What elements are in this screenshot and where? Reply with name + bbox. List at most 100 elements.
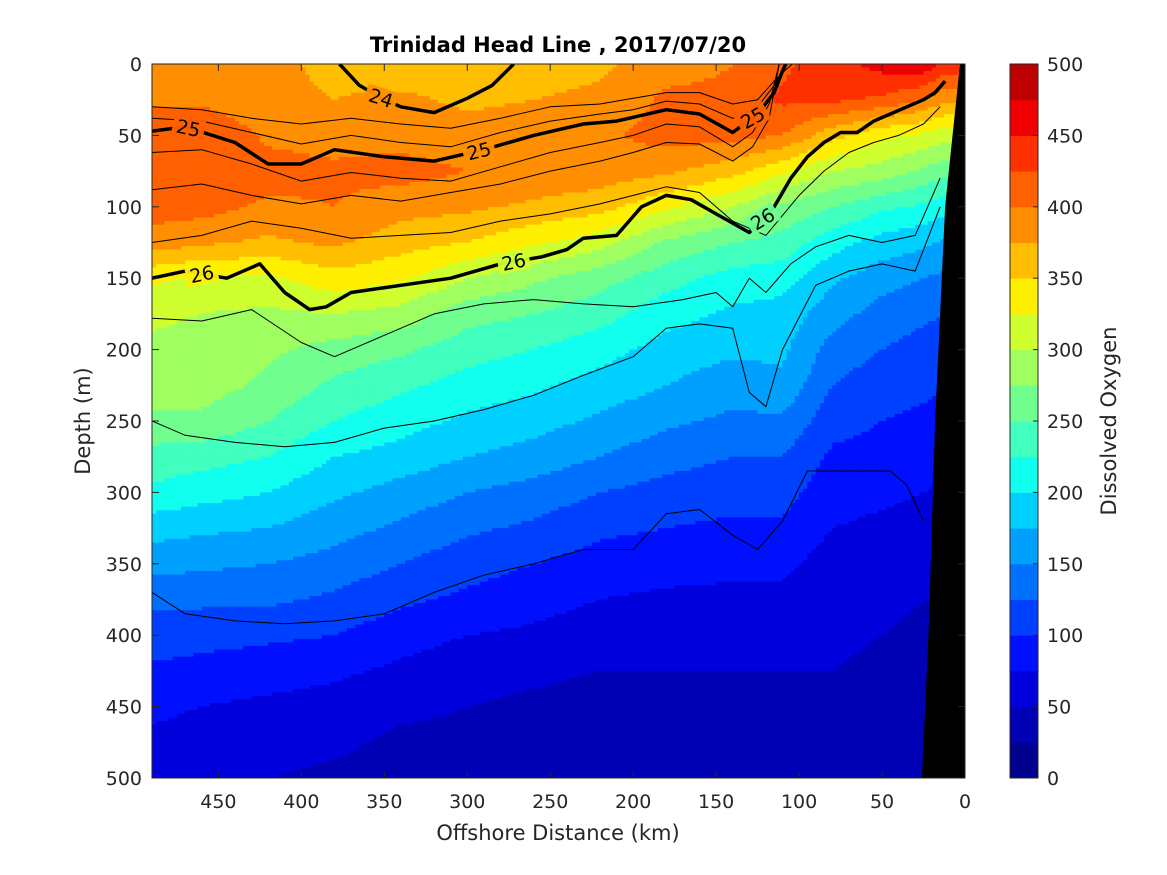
heatmap-cell [173, 400, 178, 404]
heatmap-cell [193, 143, 198, 147]
heatmap-cell [152, 385, 157, 389]
heatmap-cell [152, 771, 157, 775]
heatmap-cell [202, 246, 207, 250]
heatmap-cell [189, 300, 194, 304]
heatmap-cell [160, 146, 165, 150]
heatmap-cell [156, 517, 161, 521]
heatmap-cell [156, 603, 161, 607]
heatmap-cell [181, 353, 186, 357]
heatmap-cell [156, 303, 161, 307]
heatmap-cell [177, 753, 182, 757]
heatmap-cell [185, 100, 190, 104]
heatmap-cell [181, 678, 186, 682]
heatmap-cell [152, 375, 157, 379]
heatmap-cell [169, 585, 174, 589]
heatmap-cell [198, 728, 203, 732]
heatmap-cell [173, 482, 178, 486]
heatmap-cell [173, 621, 178, 625]
heatmap-cell [152, 732, 157, 736]
heatmap-cell [198, 153, 203, 157]
heatmap-cell [164, 649, 169, 653]
heatmap-cell [181, 250, 186, 254]
heatmap-cell [152, 328, 157, 332]
heatmap-cell [177, 771, 182, 775]
heatmap-cell [198, 485, 203, 489]
heatmap-cell [202, 321, 207, 325]
heatmap-cell [202, 353, 207, 357]
heatmap-cell [152, 78, 157, 82]
heatmap-cell [193, 303, 198, 307]
heatmap-cell [164, 685, 169, 689]
heatmap-cell [169, 257, 174, 261]
heatmap-cell [152, 264, 157, 268]
heatmap-cell [185, 246, 190, 250]
heatmap-cell [185, 407, 190, 411]
heatmap-cell [177, 689, 182, 693]
heatmap-cell [160, 442, 165, 446]
heatmap-cell [198, 749, 203, 753]
heatmap-cell [160, 571, 165, 575]
heatmap-cell [173, 389, 178, 393]
heatmap-cell [173, 171, 178, 175]
heatmap-cell [198, 107, 203, 111]
heatmap-cell [160, 767, 165, 771]
heatmap-cell [169, 699, 174, 703]
heatmap-cell [177, 746, 182, 750]
heatmap-cell [185, 735, 190, 739]
heatmap-cell [177, 749, 182, 753]
heatmap-cell [198, 757, 203, 761]
heatmap-cell [177, 157, 182, 161]
heatmap-cell [164, 510, 169, 514]
heatmap-cell [181, 450, 186, 454]
heatmap-cell [198, 532, 203, 536]
heatmap-cell [198, 239, 203, 243]
heatmap-cell [193, 542, 198, 546]
heatmap-cell [156, 153, 161, 157]
heatmap-cell [169, 710, 174, 714]
heatmap-cell [202, 178, 207, 182]
heatmap-cell [164, 121, 169, 125]
heatmap-cell [202, 292, 207, 296]
heatmap-cell [164, 489, 169, 493]
heatmap-cell [177, 503, 182, 507]
heatmap-cell [164, 692, 169, 696]
heatmap-cell [177, 143, 182, 147]
heatmap-cell [169, 649, 174, 653]
heatmap-cell [181, 435, 186, 439]
heatmap-cell [198, 746, 203, 750]
heatmap-cell [193, 546, 198, 550]
heatmap-cell [173, 189, 178, 193]
heatmap-cell [198, 193, 203, 197]
heatmap-cell [177, 575, 182, 579]
heatmap-cell [164, 585, 169, 589]
heatmap-cell [189, 221, 194, 225]
heatmap-cell [185, 457, 190, 461]
heatmap-cell [164, 132, 169, 136]
heatmap-cell [181, 243, 186, 247]
heatmap-cell [164, 717, 169, 721]
heatmap-cell [169, 85, 174, 89]
heatmap-cell [169, 621, 174, 625]
heatmap-cell [169, 457, 174, 461]
heatmap-cell [177, 628, 182, 632]
heatmap-cell [198, 678, 203, 682]
heatmap-cell [202, 307, 207, 311]
heatmap-cell [177, 564, 182, 568]
heatmap-cell [169, 478, 174, 482]
heatmap-cell [185, 396, 190, 400]
heatmap-cell [189, 346, 194, 350]
heatmap-cell [160, 664, 165, 668]
heatmap-cell [189, 671, 194, 675]
heatmap-cell [193, 560, 198, 564]
heatmap-cell [173, 742, 178, 746]
heatmap-cell [177, 307, 182, 311]
heatmap-cell [177, 296, 182, 300]
heatmap-cell [173, 535, 178, 539]
heatmap-cell [156, 207, 161, 211]
heatmap-cell [177, 278, 182, 282]
heatmap-cell [177, 542, 182, 546]
heatmap-cell [164, 578, 169, 582]
heatmap-cell [189, 757, 194, 761]
heatmap-cell [181, 753, 186, 757]
heatmap-cell [156, 475, 161, 479]
